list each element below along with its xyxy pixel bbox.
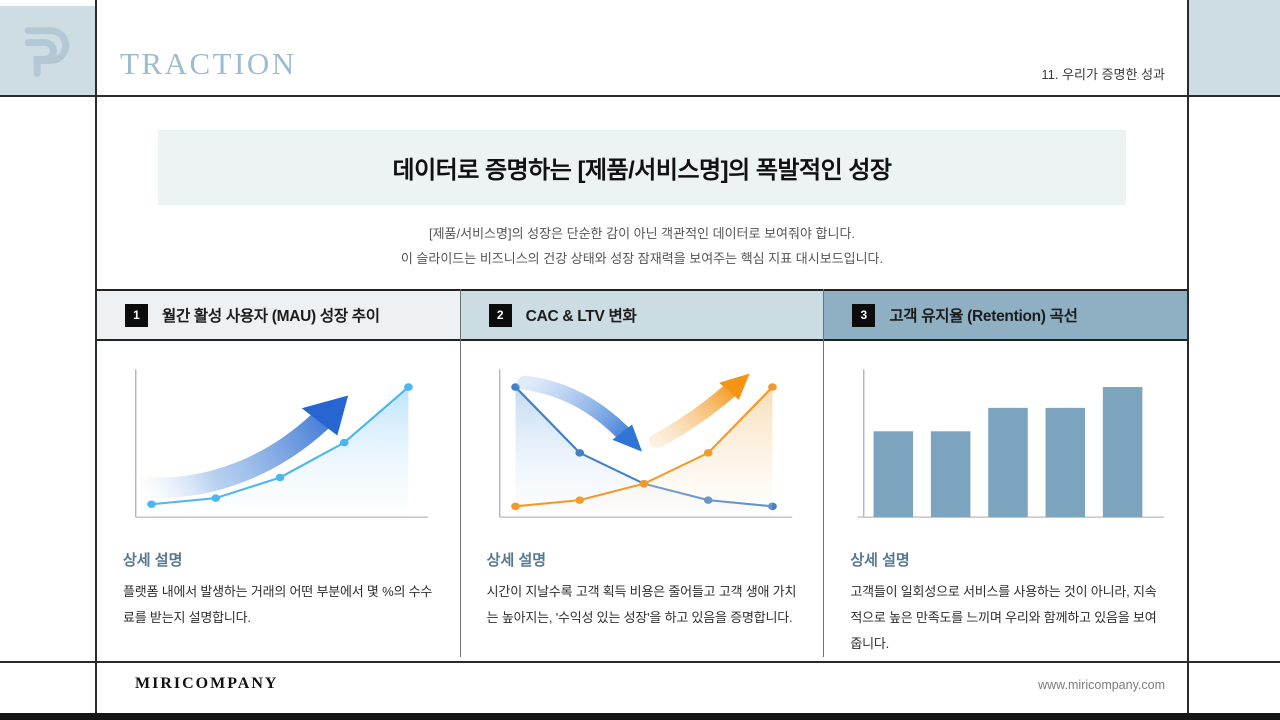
hero-subtitle: [제품/서비스명]의 성장은 단순한 감이 아닌 객관적인 데이터로 보여줘야 … xyxy=(96,221,1188,272)
hero-subtitle-line-1: [제품/서비스명]의 성장은 단순한 감이 아닌 객관적인 데이터로 보여줘야 … xyxy=(428,226,856,241)
mau-growth-chart-svg xyxy=(126,369,429,518)
panel-1-header: 1 월간 활성 사용자 (MAU) 성장 추이 xyxy=(97,289,460,341)
panel-1-number-badge: 1 xyxy=(125,303,148,327)
cac-ltv-chart-svg xyxy=(498,369,793,518)
panel-2-number-badge: 2 xyxy=(488,303,512,327)
mau-line-series xyxy=(147,383,414,515)
panel-1-detail: 상세 설명 플랫폼 내에서 발생하는 거래의 어떤 부분에서 몇 %의 수수료를… xyxy=(97,529,460,631)
retention-bar-series xyxy=(873,387,1143,518)
panel-3-description: 고객들이 일회성으로 서비스를 사용하는 것이 아니라, 지속적으로 높은 만족… xyxy=(850,584,1157,651)
ltv-up-arrow-icon xyxy=(649,373,750,448)
panel-1-detail-heading: 상세 설명 xyxy=(123,552,183,569)
panel-2-detail-heading: 상세 설명 xyxy=(486,552,547,569)
footer-website: www.miricompany.com xyxy=(1038,678,1165,692)
panel-3-detail-heading: 상세 설명 xyxy=(850,552,910,569)
page-title: TRACTION xyxy=(120,46,297,81)
panel-2-detail: 상세 설명 시간이 지날수록 고객 획득 비용은 줄어들고 고객 생애 가치는 … xyxy=(461,529,824,631)
header-divider-line xyxy=(0,95,1280,97)
panels-row: 1 월간 활성 사용자 (MAU) 성장 추이 xyxy=(97,289,1188,657)
retention-chart-svg xyxy=(857,369,1164,518)
panel-3-header: 3 고객 유지율 (Retention) 곡선 xyxy=(824,289,1188,341)
footer-divider-line xyxy=(0,661,1280,663)
panel-mau-growth: 1 월간 활성 사용자 (MAU) 성장 추이 xyxy=(97,289,460,657)
hero-title: 데이터로 증명하는 [제품/서비스명]의 폭발적인 성장 xyxy=(392,157,892,184)
company-logo-icon xyxy=(24,27,70,77)
hero-title-box: 데이터로 증명하는 [제품/서비스명]의 폭발적인 성장 xyxy=(158,130,1126,205)
retention-chart xyxy=(838,359,1174,529)
cac-ltv-chart xyxy=(474,359,810,529)
panel-2-header: 2 CAC & LTV 변화 xyxy=(460,289,824,341)
panel-3-detail: 상세 설명 고객들이 일회성으로 서비스를 사용하는 것이 아니라, 지속적으로… xyxy=(824,529,1187,657)
right-frame-line xyxy=(1187,0,1189,713)
panel-retention: 3 고객 유지율 (Retention) 곡선 상세 설명 고객들이 일회성으로… xyxy=(823,289,1188,657)
panel-2-title: CAC & LTV 변화 xyxy=(525,308,637,325)
growth-arrow-icon xyxy=(126,395,349,498)
hero-subtitle-line-2: 이 슬라이드는 비즈니스의 건강 상태와 성장 잠재력을 보여주는 핵심 지표 … xyxy=(400,251,884,267)
panel-2-description: 시간이 지날수록 고객 획득 비용은 줄어들고 고객 생애 가치는 높아지는, … xyxy=(486,584,797,625)
panel-3-number-badge: 3 xyxy=(852,303,876,327)
panel-3-title: 고객 유지율 (Retention) 곡선 xyxy=(889,308,1078,325)
top-right-accent-box xyxy=(1189,0,1280,95)
section-label: 11. 우리가 증명한 성과 xyxy=(1041,67,1165,82)
logo-box xyxy=(0,6,95,95)
bottom-accent-bar xyxy=(0,713,1280,720)
mau-growth-chart xyxy=(110,359,446,529)
panel-1-title: 월간 활성 사용자 (MAU) 성장 추이 xyxy=(162,308,380,325)
panel-cac-ltv: 2 CAC & LTV 변화 xyxy=(459,289,824,657)
panel-1-description: 플랫폼 내에서 발생하는 거래의 어떤 부분에서 몇 %의 수수료를 받는지 설… xyxy=(123,584,433,625)
left-frame-line xyxy=(95,0,97,713)
footer-company-name: MIRICOMPANY xyxy=(135,675,279,692)
cac-ltv-line-series xyxy=(511,383,777,515)
